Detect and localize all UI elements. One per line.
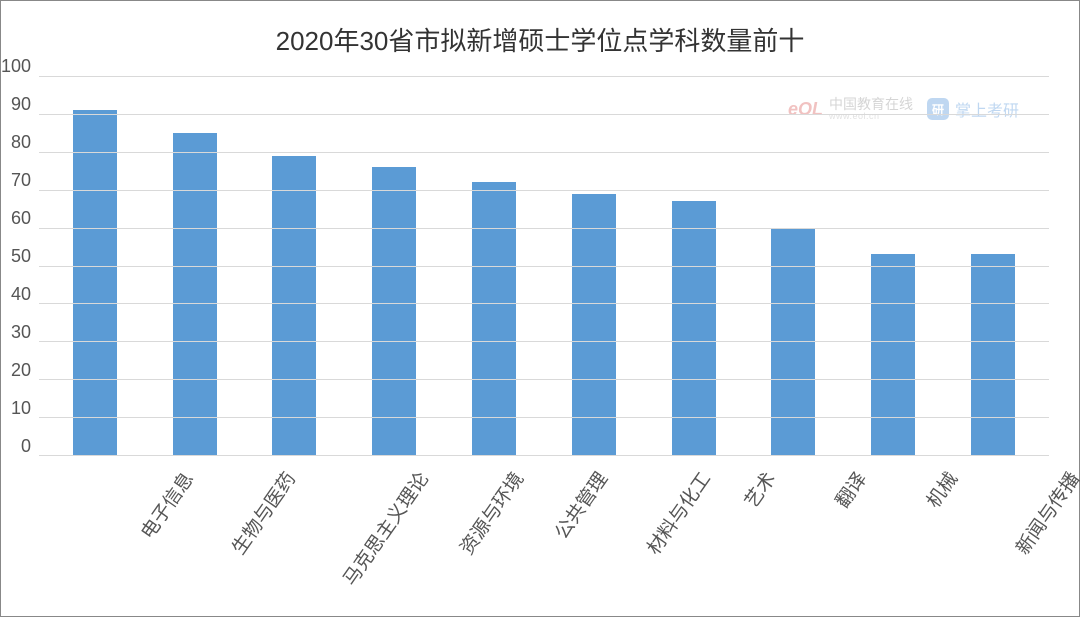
x-tick-label: 电子信息: [133, 466, 199, 544]
gridline: [39, 152, 1049, 153]
chart-container: 2020年30省市拟新增硕士学位点学科数量前十 eOL 中国教育在线 www.e…: [0, 0, 1080, 617]
bar: [472, 182, 516, 455]
x-tick-label: 新闻与传播: [1009, 466, 1080, 559]
x-tick-label: 马克思主义理论: [336, 466, 434, 590]
bar: [372, 167, 416, 455]
gridline: [39, 228, 1049, 229]
bar: [572, 194, 616, 456]
bar: [173, 133, 217, 455]
bar: [871, 254, 915, 455]
x-tick-label: 生物与医药: [225, 466, 302, 559]
gridline: [39, 266, 1049, 267]
gridline: [39, 379, 1049, 380]
x-label-slot: 翻译: [771, 462, 862, 489]
bar: [272, 156, 316, 455]
bar: [971, 254, 1015, 455]
x-tick-label: 公共管理: [548, 466, 614, 544]
x-axis: 电子信息生物与医药马克思主义理论资源与环境公共管理材料与化工艺术翻译机械新闻与传…: [31, 462, 1049, 489]
gridline: [39, 190, 1049, 191]
gridline: [39, 341, 1049, 342]
y-axis: 1009080706050403020100: [31, 76, 39, 456]
bar: [73, 110, 117, 455]
gridline: [39, 76, 1049, 77]
gridline: [39, 114, 1049, 115]
chart-title: 2020年30省市拟新增硕士学位点学科数量前十: [31, 21, 1049, 58]
x-label-slot: 新闻与传播: [954, 462, 1049, 489]
gridline: [39, 303, 1049, 304]
plot-wrapper: 1009080706050403020100: [31, 76, 1049, 456]
x-tick-label: 资源与环境: [453, 466, 530, 559]
x-label-slot: 机械: [863, 462, 954, 489]
x-tick-label: 材料与化工: [639, 466, 716, 559]
plot-area: [39, 76, 1049, 456]
x-label-slot: 电子信息: [79, 462, 170, 489]
gridline: [39, 417, 1049, 418]
gridline: [39, 455, 1049, 456]
